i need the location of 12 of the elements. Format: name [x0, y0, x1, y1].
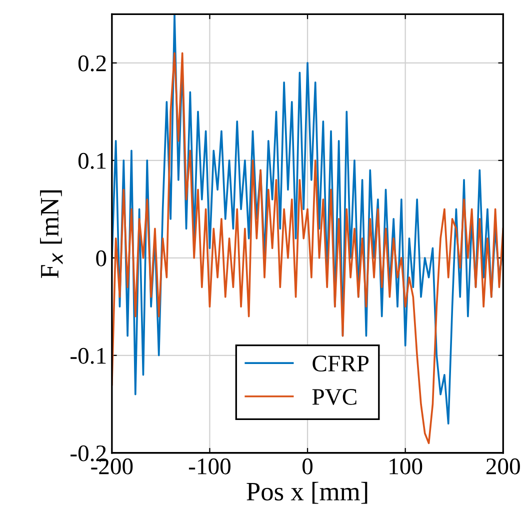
legend-label: CFRP — [312, 356, 369, 372]
legend-label: PVC — [312, 389, 356, 406]
y-tick-label: -0.1 — [70, 348, 106, 364]
y-tick-label: 0.2 — [78, 55, 106, 72]
y-tick-label: 0 — [96, 250, 106, 266]
x-tick-label: 200 — [486, 458, 520, 474]
x-tick-label: 0 — [302, 458, 313, 474]
x-tick-label: 100 — [390, 458, 422, 474]
x-axis-title: Pos x [mm] — [246, 482, 368, 504]
y-tick-label: 0.1 — [78, 152, 106, 169]
x-tick-label: -100 — [188, 458, 230, 474]
y-axis-title: F$_{x}$ [mN] — [40, 190, 63, 278]
